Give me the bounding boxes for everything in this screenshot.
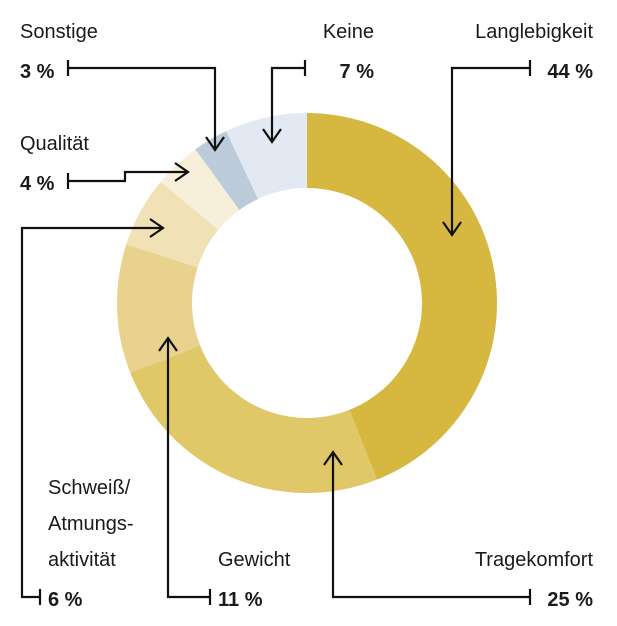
leader-gewicht bbox=[166, 338, 210, 599]
label-keine: Keine bbox=[323, 21, 374, 43]
arrow-tragekomfort bbox=[323, 450, 343, 466]
leader-schweiss-atmungsaktivitaet bbox=[20, 226, 163, 599]
arrow-langlebigkeit bbox=[442, 221, 462, 237]
slice-tragekomfort bbox=[130, 345, 377, 494]
value-langlebigkeit: 44 % bbox=[547, 61, 593, 83]
leader-keine bbox=[270, 66, 305, 142]
leader-sonstige bbox=[68, 66, 217, 150]
value-sonstige: 3 % bbox=[20, 61, 55, 83]
value-keine: 7 % bbox=[340, 61, 375, 83]
arrow-keine bbox=[262, 128, 282, 144]
slice-qualitaet bbox=[160, 149, 240, 230]
slice-sonstige bbox=[195, 131, 259, 210]
label-tragekomfort: Tragekomfort bbox=[475, 549, 594, 571]
slice-langlebigkeit bbox=[307, 113, 498, 480]
label-gewicht: Gewicht bbox=[218, 549, 291, 571]
arrow-schweiss-atmungsaktivitaet bbox=[149, 218, 165, 238]
arrow-sonstige bbox=[205, 136, 225, 152]
slice-schweiss-atmungsaktivitaet bbox=[126, 181, 219, 268]
label-schweiss-atmungsaktivitaet: Schweiß/Atmungs-aktivität bbox=[48, 477, 134, 571]
value-qualitaet: 4 % bbox=[20, 173, 55, 195]
leader-qualitaet bbox=[68, 170, 188, 183]
slice-labels: Langlebigkeit 44 % Tragekomfort 25 % Gewicht… bbox=[20, 21, 593, 611]
value-gewicht: 11 % bbox=[218, 589, 263, 611]
leader-tragekomfort bbox=[331, 452, 530, 599]
slice-gewicht bbox=[116, 244, 201, 373]
value-tragekomfort: 25 % bbox=[547, 589, 593, 611]
label-langlebigkeit: Langlebigkeit bbox=[475, 21, 593, 43]
slice-keine bbox=[226, 113, 307, 199]
label-sonstige: Sonstige bbox=[20, 21, 98, 43]
leader-langlebigkeit bbox=[450, 66, 530, 235]
leader-lines bbox=[20, 60, 532, 605]
arrow-gewicht bbox=[158, 336, 178, 352]
donut-slices bbox=[116, 113, 498, 494]
label-qualitaet: Qualität bbox=[20, 133, 89, 155]
value-schweiss-atmungsaktivitaet: 6 % bbox=[48, 589, 83, 611]
arrow-qualitaet bbox=[174, 162, 190, 182]
